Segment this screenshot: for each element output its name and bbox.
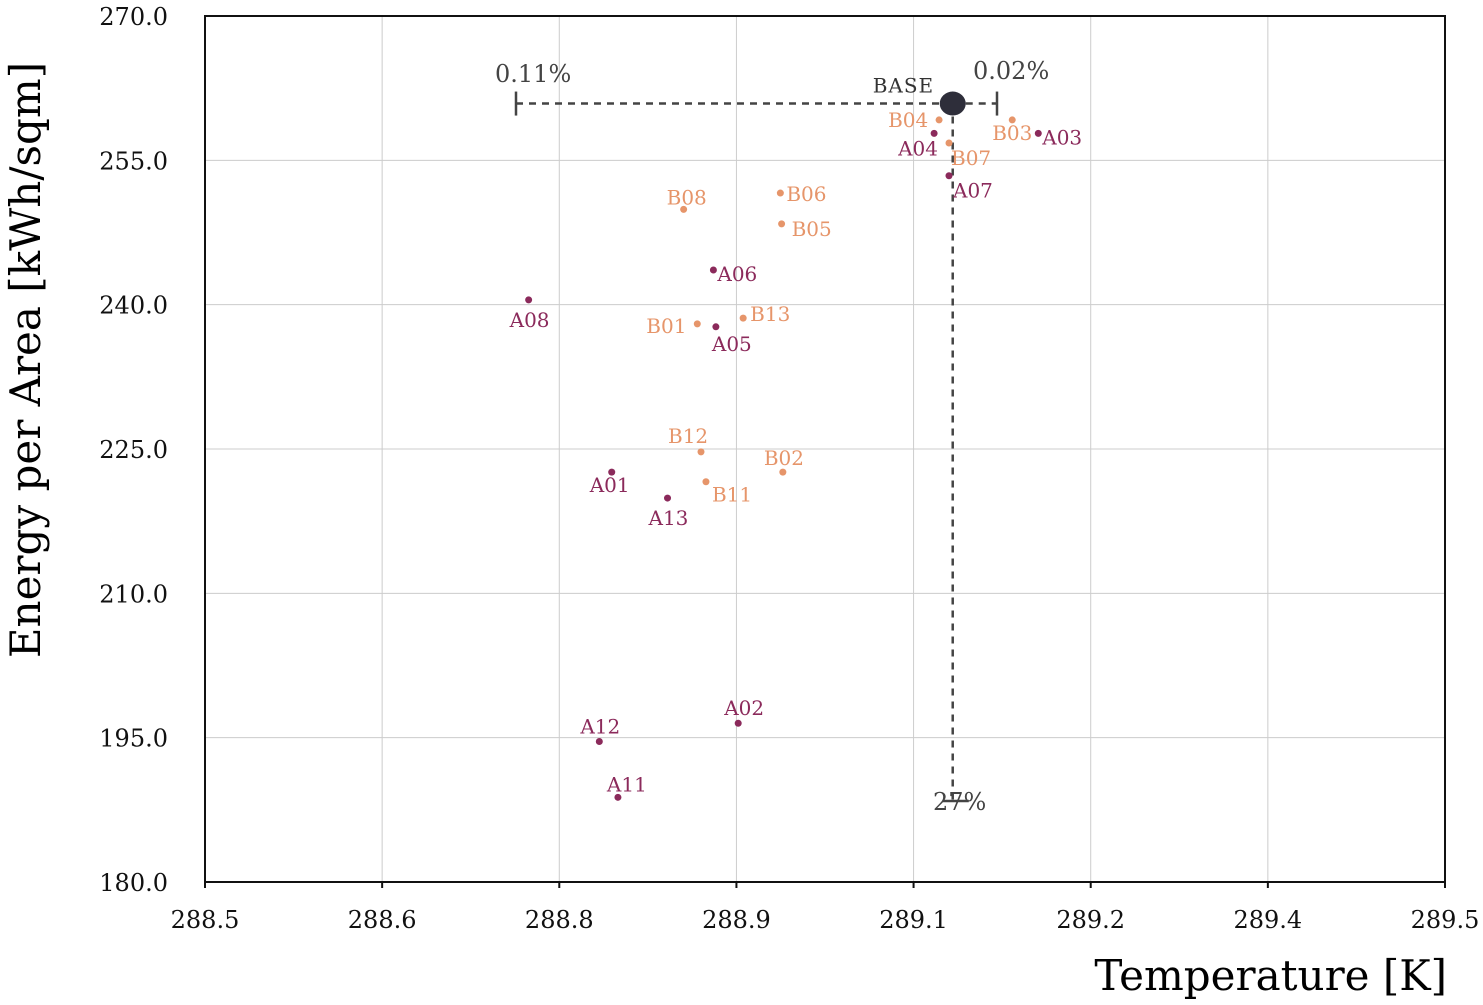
base-point bbox=[939, 91, 966, 116]
point-a04 bbox=[930, 129, 938, 137]
point-label-a08: A08 bbox=[509, 308, 550, 332]
annotation-bottom-pct: 27% bbox=[933, 788, 986, 816]
point-a03 bbox=[1034, 129, 1042, 137]
y-tick-label: 210.0 bbox=[99, 580, 168, 608]
x-tick-label: 289.5 bbox=[1411, 906, 1480, 934]
point-a08 bbox=[525, 296, 533, 304]
point-label-b07: B07 bbox=[951, 146, 991, 170]
point-b12 bbox=[697, 448, 705, 456]
point-label-b13: B13 bbox=[750, 302, 790, 326]
point-b01 bbox=[693, 320, 701, 328]
point-b07 bbox=[945, 139, 953, 147]
y-tick-label: 225.0 bbox=[99, 436, 168, 464]
point-a07 bbox=[945, 172, 953, 180]
x-tick-label: 288.6 bbox=[348, 906, 417, 934]
point-a11 bbox=[614, 793, 622, 801]
point-a05 bbox=[712, 323, 720, 331]
plot-frame bbox=[204, 15, 1446, 883]
point-label-a01: A01 bbox=[589, 473, 630, 497]
x-tick-label: 289.4 bbox=[1233, 906, 1302, 934]
x-tick-label: 289.2 bbox=[1056, 906, 1125, 934]
point-b04 bbox=[935, 116, 943, 124]
data-points: A01 A02 A03 A04 A05 A06 A07 A08 A11 A12 A13 B01 B02 B… bbox=[509, 74, 1082, 801]
point-label-a03: A03 bbox=[1041, 125, 1082, 149]
base-label: BASE bbox=[873, 74, 934, 98]
point-label-b12: B12 bbox=[668, 424, 708, 448]
annotation-left-pct: 0.11% bbox=[495, 60, 571, 88]
point-label-a11: A11 bbox=[606, 772, 647, 796]
y-tick-label: 180.0 bbox=[99, 869, 168, 897]
point-b03 bbox=[1008, 116, 1016, 124]
y-tick-label: 255.0 bbox=[99, 147, 168, 175]
x-tick-label: 288.9 bbox=[702, 906, 771, 934]
point-a01 bbox=[608, 468, 616, 476]
point-a06 bbox=[709, 266, 717, 274]
point-b08 bbox=[680, 205, 688, 213]
annotation-right-pct: 0.02% bbox=[973, 57, 1049, 85]
range-annotations: 0.11% 0.02% 27% bbox=[495, 57, 1049, 816]
point-label-a12: A12 bbox=[579, 715, 620, 739]
point-label-b01: B01 bbox=[646, 314, 686, 338]
point-label-b06: B06 bbox=[786, 182, 826, 206]
point-label-a13: A13 bbox=[648, 506, 689, 530]
x-tick-label: 289.1 bbox=[879, 906, 948, 934]
point-a13 bbox=[664, 494, 672, 502]
point-a12 bbox=[595, 738, 603, 746]
x-axis-ticks: 288.5 288.6 288.8 288.9 289.1 289.2 289.4 289.5 bbox=[171, 882, 1480, 934]
point-b06 bbox=[776, 189, 784, 197]
point-label-a07: A07 bbox=[952, 179, 993, 203]
y-axis-title: Energy per Area [kWh/sqm] bbox=[1, 62, 50, 658]
y-tick-label: 270.0 bbox=[99, 3, 168, 31]
point-label-b05: B05 bbox=[792, 217, 832, 241]
point-b05 bbox=[778, 220, 786, 228]
y-tick-label: 240.0 bbox=[99, 292, 168, 320]
point-b02 bbox=[779, 468, 787, 476]
point-label-a04: A04 bbox=[897, 136, 938, 160]
point-label-b02: B02 bbox=[764, 446, 804, 470]
point-label-b03: B03 bbox=[992, 121, 1032, 145]
point-label-b04: B04 bbox=[888, 108, 928, 132]
point-label-b08: B08 bbox=[667, 185, 707, 209]
x-tick-label: 288.5 bbox=[171, 906, 240, 934]
x-axis-title: Temperature [K] bbox=[1094, 951, 1447, 1000]
point-b13 bbox=[739, 314, 747, 322]
point-label-a06: A06 bbox=[716, 262, 757, 286]
x-tick-label: 288.8 bbox=[525, 906, 594, 934]
point-label-a05: A05 bbox=[711, 332, 752, 356]
point-label-b11: B11 bbox=[712, 483, 752, 507]
y-axis-ticks: 180.0 195.0 210.0 225.0 240.0 255.0 270.0 bbox=[99, 3, 168, 897]
point-b11 bbox=[702, 478, 710, 486]
point-label-a02: A02 bbox=[723, 696, 764, 720]
y-tick-label: 195.0 bbox=[99, 725, 168, 753]
point-a02 bbox=[734, 719, 742, 727]
grid bbox=[205, 16, 1445, 882]
